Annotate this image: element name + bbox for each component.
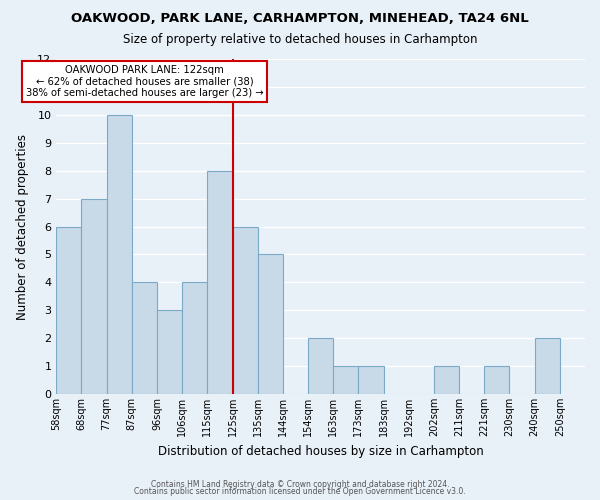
Text: Contains public sector information licensed under the Open Government Licence v3: Contains public sector information licen… — [134, 487, 466, 496]
Bar — [358, 366, 383, 394]
Bar — [107, 115, 132, 394]
Bar — [82, 198, 107, 394]
Bar — [484, 366, 509, 394]
Bar — [233, 226, 258, 394]
Y-axis label: Number of detached properties: Number of detached properties — [16, 134, 29, 320]
Bar — [208, 170, 233, 394]
Bar — [434, 366, 459, 394]
Bar — [535, 338, 560, 394]
Bar — [258, 254, 283, 394]
Text: OAKWOOD PARK LANE: 122sqm
← 62% of detached houses are smaller (38)
38% of semi-: OAKWOOD PARK LANE: 122sqm ← 62% of detac… — [26, 64, 263, 98]
X-axis label: Distribution of detached houses by size in Carhampton: Distribution of detached houses by size … — [158, 444, 484, 458]
Text: Size of property relative to detached houses in Carhampton: Size of property relative to detached ho… — [123, 32, 477, 46]
Bar — [56, 226, 82, 394]
Bar — [333, 366, 358, 394]
Bar — [308, 338, 333, 394]
Bar — [182, 282, 208, 394]
Bar — [132, 282, 157, 394]
Text: OAKWOOD, PARK LANE, CARHAMPTON, MINEHEAD, TA24 6NL: OAKWOOD, PARK LANE, CARHAMPTON, MINEHEAD… — [71, 12, 529, 26]
Text: Contains HM Land Registry data © Crown copyright and database right 2024.: Contains HM Land Registry data © Crown c… — [151, 480, 449, 489]
Bar — [157, 310, 182, 394]
